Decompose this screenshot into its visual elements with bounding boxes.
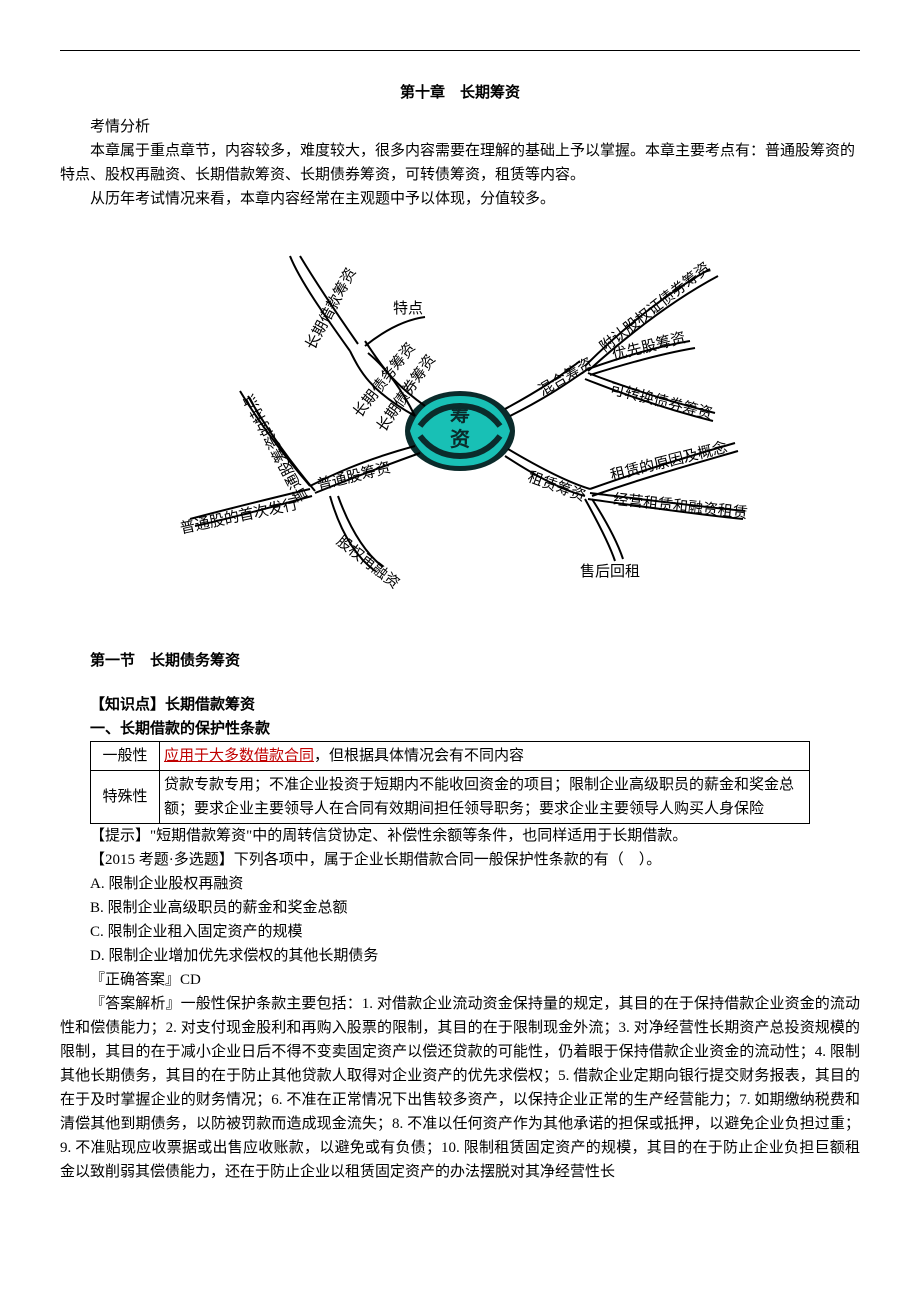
- question-stem: 【2015 考题·多选题】下列各项中，属于企业长期借款合同一般保护性条款的有（ …: [60, 848, 860, 872]
- explanation: 『答案解析』一般性保护条款主要包括：1. 对借款企业流动资金保持量的规定，其目的…: [60, 992, 860, 1184]
- label-right-7: 售后回租: [580, 563, 640, 580]
- row-label-special: 特殊性: [91, 771, 160, 824]
- mindmap-svg: 筹 资 长期借款筹资 特点 长期债务筹资 长期债券筹资 普通股筹资: [140, 221, 780, 621]
- choice-b: B. 限制企业高级职员的薪金和奖金总额: [60, 896, 860, 920]
- spacer: [60, 683, 860, 693]
- label-left-7: 股权再融资: [333, 533, 403, 593]
- row-body-special: 贷款专款专用；不准企业投资于短期内不能收回资金的项目；限制企业高级职员的薪金和奖…: [160, 771, 810, 824]
- label-right-3: 可转换债券筹资: [608, 381, 714, 423]
- chapter-title: 第十章 长期筹资: [60, 81, 860, 105]
- label-left-1: 特点: [393, 300, 423, 317]
- label-right-2: 混合筹资: [536, 355, 596, 400]
- label-left-0: 长期借款筹资: [302, 265, 359, 352]
- center-label-1: 筹: [450, 402, 470, 426]
- label-left-4: 普通股筹资的特点: [240, 391, 311, 505]
- choice-a: A. 限制企业股权再融资: [60, 872, 860, 896]
- exam-heading: 考情分析: [60, 115, 860, 139]
- knowledge-heading: 【知识点】长期借款筹资: [60, 693, 860, 717]
- general-rest: ，但根据具体情况会有不同内容: [314, 748, 524, 764]
- label-right-4: 租赁的原因及概念: [608, 438, 729, 484]
- label-left-5: 普通股筹资: [315, 459, 392, 494]
- label-right-6: 经营租赁和融资租赁: [612, 491, 748, 522]
- intro-paragraph-1: 本章属于重点章节，内容较多，难度较大，很多内容需要在理解的基础上予以掌握。本章主…: [60, 139, 860, 187]
- label-right-5: 租赁筹资: [525, 469, 587, 506]
- table-row: 特殊性 贷款专款专用；不准企业投资于短期内不能收回资金的项目；限制企业高级职员的…: [91, 771, 810, 824]
- protective-clauses-table: 一般性 应用于大多数借款合同，但根据具体情况会有不同内容 特殊性 贷款专款专用；…: [90, 741, 810, 824]
- row-body-general: 应用于大多数借款合同，但根据具体情况会有不同内容: [160, 742, 810, 771]
- page: 第十章 长期筹资 考情分析 本章属于重点章节，内容较多，难度较大，很多内容需要在…: [0, 0, 920, 1302]
- tip-paragraph: 【提示】"短期借款筹资"中的周转信贷协定、补偿性余额等条件，也同样适用于长期借款…: [60, 824, 860, 848]
- section-1-title: 第一节 长期债务筹资: [60, 649, 860, 673]
- sub-heading: 一、长期借款的保护性条款: [60, 717, 860, 741]
- leaf-left-1: [365, 317, 425, 346]
- general-highlight: 应用于大多数借款合同: [164, 748, 314, 764]
- table-row: 一般性 应用于大多数借款合同，但根据具体情况会有不同内容: [91, 742, 810, 771]
- top-rule: [60, 50, 860, 51]
- choice-c: C. 限制企业租入固定资产的规模: [60, 920, 860, 944]
- mindmap-diagram: 筹 资 长期借款筹资 特点 长期债务筹资 长期债券筹资 普通股筹资: [140, 221, 780, 629]
- choice-d: D. 限制企业增加优先求偿权的其他长期债务: [60, 944, 860, 968]
- answer-line: 『正确答案』CD: [60, 968, 860, 992]
- center-label-2: 资: [450, 427, 470, 451]
- row-label-general: 一般性: [91, 742, 160, 771]
- intro-paragraph-2: 从历年考试情况来看，本章内容经常在主观题中予以体现，分值较多。: [60, 187, 860, 211]
